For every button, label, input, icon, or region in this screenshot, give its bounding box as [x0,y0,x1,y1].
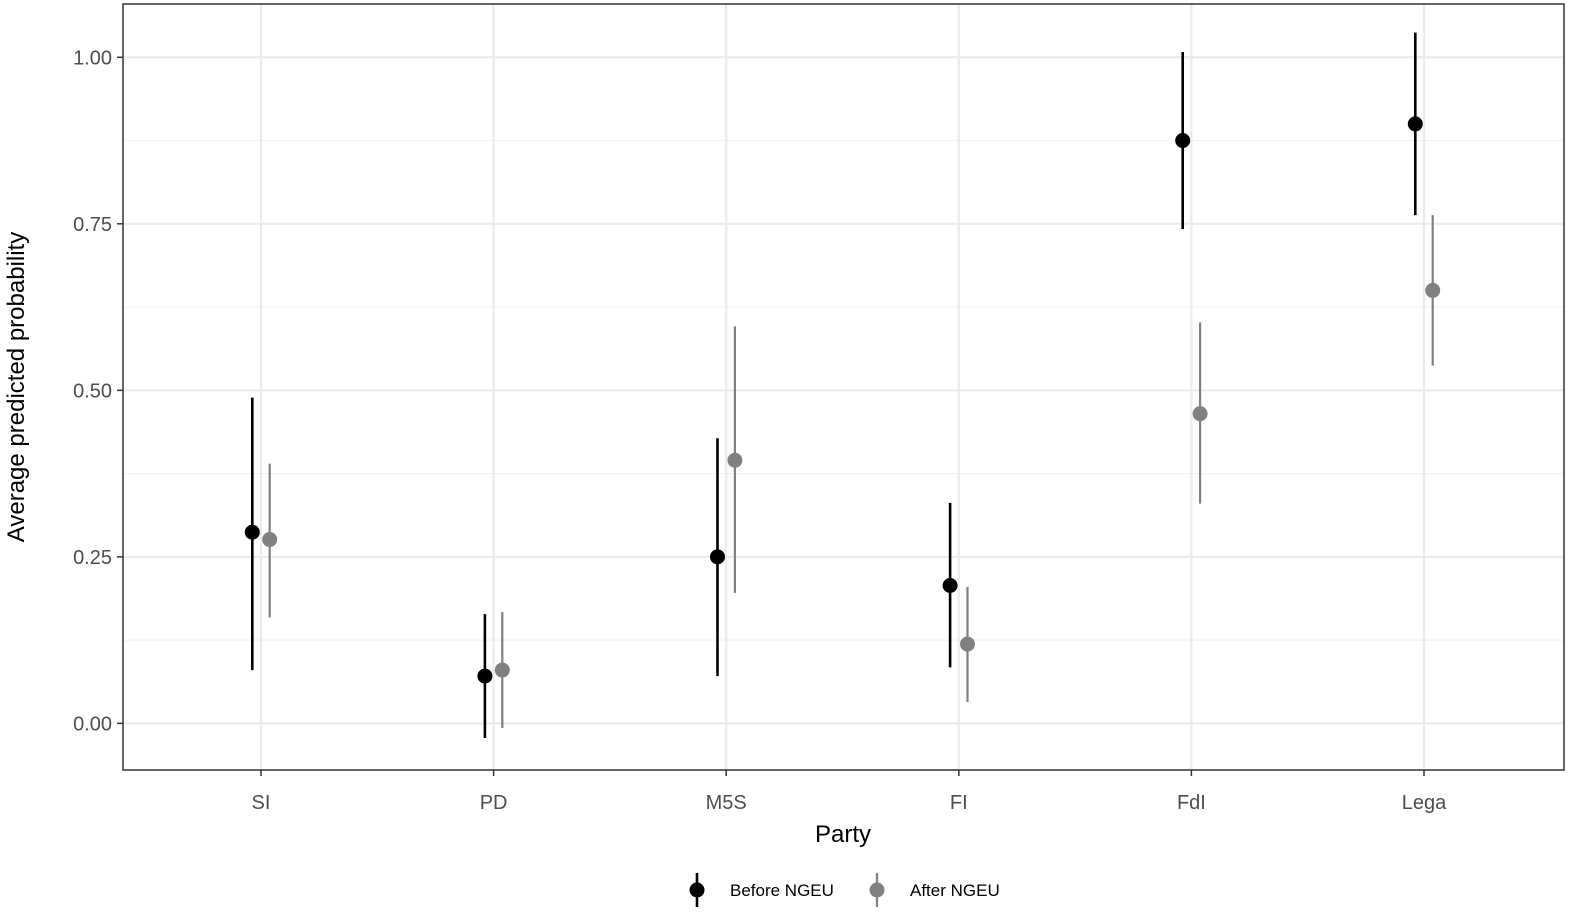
data-marks [244,32,1441,739]
x-tick-label: SI [252,792,271,814]
x-axis-title: Party [815,821,871,848]
x-tick-label: FdI [1177,792,1206,814]
data-point [1425,282,1441,298]
y-tick-label: 0.50 [73,380,112,402]
legend-label: Before NGEU [730,881,834,900]
data-point [1407,116,1423,132]
plot-panel-background [123,4,1564,770]
grid [123,4,1564,770]
data-point [477,668,493,684]
x-tick-label: M5S [706,792,747,814]
legend: Before NGEU After NGEU [689,873,1000,907]
data-point [262,532,278,548]
data-point [244,524,260,540]
data-point [727,452,743,468]
data-point [494,662,510,678]
legend-label: After NGEU [910,881,1000,900]
legend-key-point [689,882,705,898]
y-tick-label: 0.75 [73,214,112,236]
data-point [960,636,975,652]
data-point [942,577,958,593]
x-tick-label: PD [480,792,508,814]
y-axis-title: Average predicted probability [3,232,30,542]
legend-key-point [869,882,885,898]
y-tick-label: 1.00 [73,47,112,69]
plot-panel-border [122,3,1565,771]
data-point [1175,133,1191,149]
y-tick-label: 0.00 [73,713,112,735]
data-point [710,549,725,565]
x-tick-label: FI [950,792,968,814]
x-tick-label: Lega [1402,792,1447,814]
axes: 0.00 0.25 0.50 0.75 1.00 SI PD M5S FI FdI Lega [73,47,1447,814]
data-point [1192,406,1208,422]
y-tick-label: 0.25 [73,547,112,569]
